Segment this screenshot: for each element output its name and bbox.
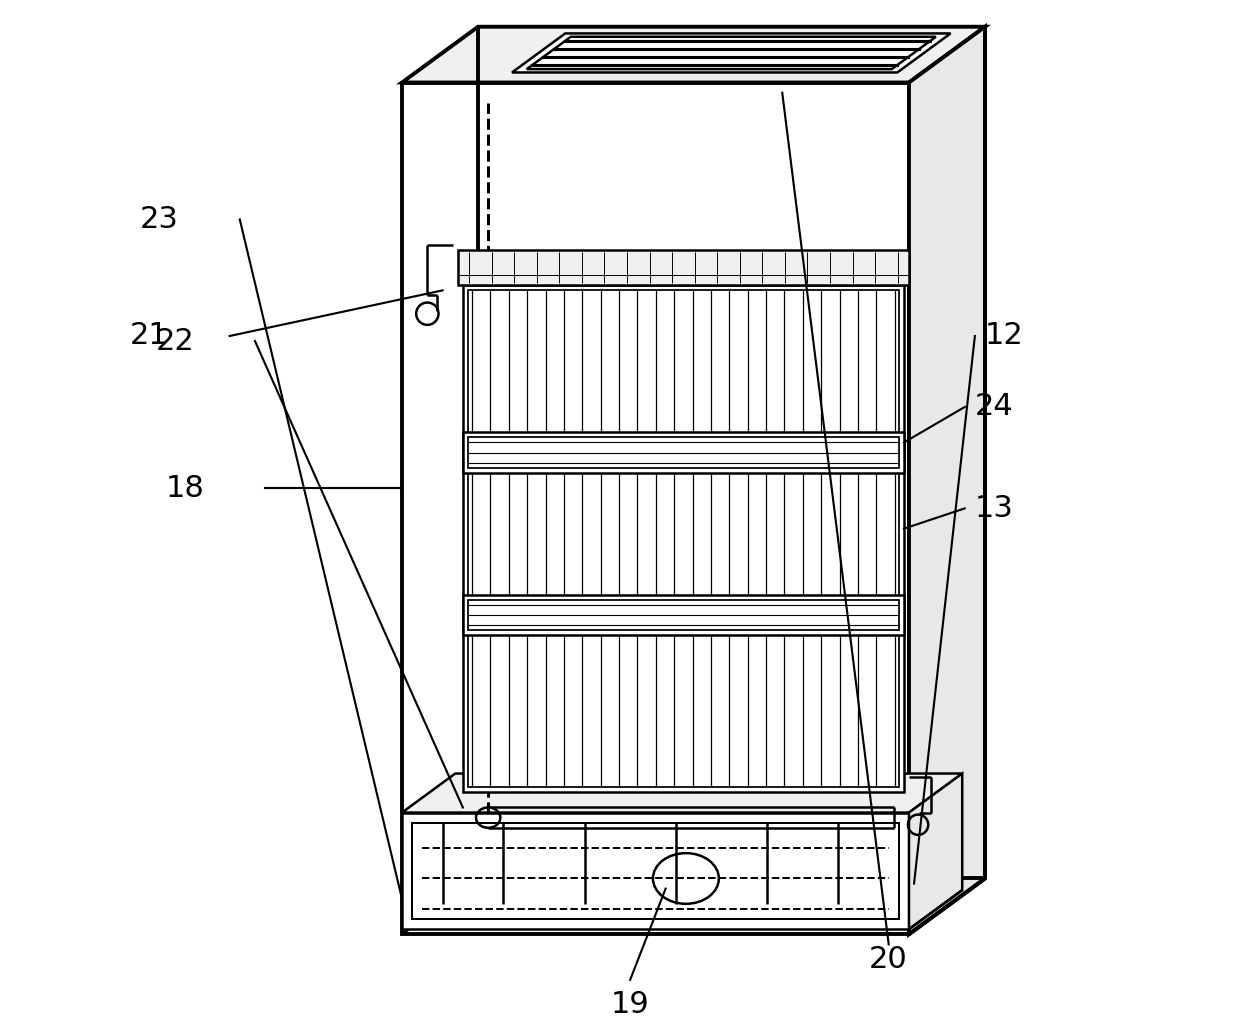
Text: 13: 13: [975, 494, 1014, 523]
Text: 18: 18: [165, 474, 205, 503]
Polygon shape: [463, 285, 904, 792]
Polygon shape: [909, 27, 985, 935]
Polygon shape: [527, 37, 936, 69]
Text: 22: 22: [155, 326, 195, 356]
Polygon shape: [402, 27, 985, 82]
Polygon shape: [402, 82, 909, 935]
Text: 19: 19: [611, 990, 650, 1019]
Polygon shape: [463, 594, 904, 635]
Text: 23: 23: [140, 205, 179, 234]
Polygon shape: [402, 774, 962, 813]
Polygon shape: [458, 249, 909, 285]
Polygon shape: [909, 774, 962, 930]
Text: 12: 12: [985, 321, 1024, 351]
Polygon shape: [463, 432, 904, 473]
Polygon shape: [512, 34, 951, 73]
Polygon shape: [402, 813, 909, 930]
Text: 20: 20: [868, 945, 908, 974]
Text: 21: 21: [130, 321, 169, 351]
Text: 24: 24: [975, 393, 1013, 422]
